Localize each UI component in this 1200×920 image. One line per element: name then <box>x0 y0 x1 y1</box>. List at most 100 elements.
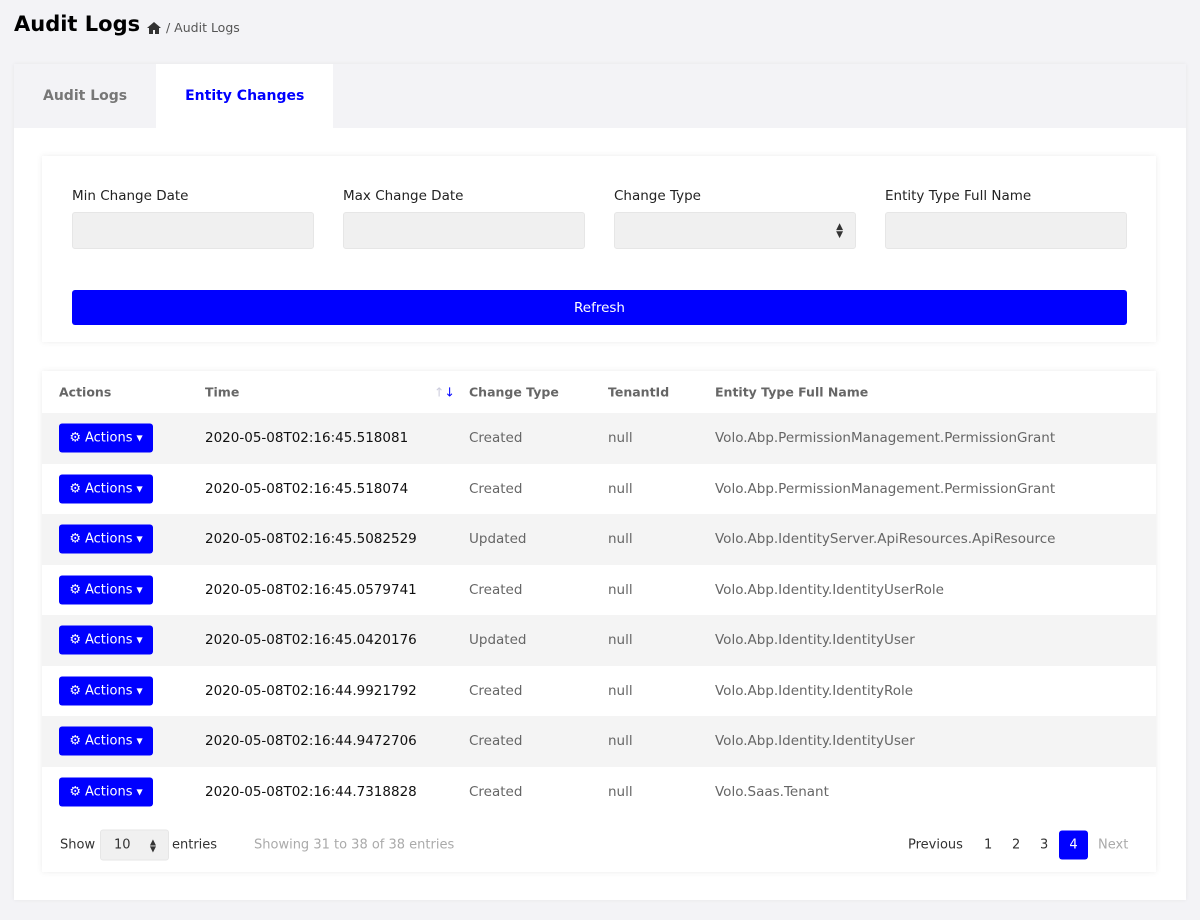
cell-entity-type: Volo.Abp.Identity.IdentityRole <box>715 682 914 699</box>
header-time[interactable]: Time <box>205 384 240 400</box>
max-date-input[interactable] <box>343 212 585 249</box>
cell-entity-type: Volo.Abp.IdentityServer.ApiResources.Api… <box>715 531 1056 548</box>
cell-tenant-id: null <box>608 783 633 800</box>
actions-dropdown-button[interactable]: ⚙ Actions ▼ <box>59 575 153 605</box>
table-row: ⚙ Actions ▼ 2020-05-08T02:16:45.0579741 Cr… <box>42 565 1156 616</box>
page-4-button[interactable]: 4 <box>1059 830 1088 859</box>
tab-entity-changes[interactable]: Entity Changes <box>156 64 334 128</box>
actions-dropdown-button[interactable]: ⚙ Actions ▼ <box>59 625 153 655</box>
entity-type-label: Entity Type Full Name <box>885 188 1032 204</box>
cell-change-type: Created <box>469 581 523 598</box>
entity-changes-table: Actions Time ↑↓ Change Type TenantId Ent… <box>42 371 1156 872</box>
breadcrumb-current: / Audit Logs <box>166 20 240 35</box>
cell-change-type: Created <box>469 430 523 447</box>
change-type-label: Change Type <box>614 188 701 204</box>
select-arrows-icon: ▲ ▼ <box>836 222 843 240</box>
caret-down-icon: ▼ <box>136 484 143 494</box>
tab-audit-logs[interactable]: Audit Logs <box>43 88 128 104</box>
cell-tenant-id: null <box>608 430 633 447</box>
caret-down-icon: ▼ <box>136 635 143 645</box>
header-tenant-id[interactable]: TenantId <box>608 384 670 400</box>
table-body: ⚙ Actions ▼ 2020-05-08T02:16:45.518081 Cre… <box>42 413 1156 817</box>
gear-icon: ⚙ <box>69 632 81 648</box>
cell-tenant-id: null <box>608 632 633 649</box>
refresh-button[interactable]: Refresh <box>72 290 1127 325</box>
sort-icon[interactable]: ↑↓ <box>434 384 455 400</box>
cell-tenant-id: null <box>608 733 633 750</box>
caret-down-icon: ▼ <box>136 736 143 746</box>
cell-entity-type: Volo.Abp.PermissionManagement.Permission… <box>715 480 1056 497</box>
page-size-value: 10 <box>114 837 131 852</box>
cell-change-type: Updated <box>469 632 527 649</box>
table-header: Actions Time ↑↓ Change Type TenantId Ent… <box>42 371 1156 413</box>
actions-dropdown-button[interactable]: ⚙ Actions ▼ <box>59 423 153 453</box>
cell-change-type: Created <box>469 783 523 800</box>
gear-icon: ⚙ <box>69 733 81 749</box>
table-row: ⚙ Actions ▼ 2020-05-08T02:16:44.9921792 Cr… <box>42 666 1156 717</box>
page-1-button[interactable]: 1 <box>984 837 993 852</box>
gear-icon: ⚙ <box>69 582 81 598</box>
gear-icon: ⚙ <box>69 531 81 547</box>
next-page-button[interactable]: Next <box>1098 837 1129 852</box>
entity-type-input[interactable] <box>885 212 1127 249</box>
cell-time: 2020-05-08T02:16:44.9921792 <box>205 682 417 699</box>
filter-panel: Min Change Date Max Change Date Change T… <box>42 156 1156 342</box>
cell-time: 2020-05-08T02:16:44.9472706 <box>205 733 417 750</box>
header-entity-type[interactable]: Entity Type Full Name <box>715 384 869 400</box>
entries-info: Showing 31 to 38 of 38 entries <box>254 837 455 852</box>
actions-label: Actions <box>85 733 133 749</box>
actions-dropdown-button[interactable]: ⚙ Actions ▼ <box>59 474 153 504</box>
entries-label: entries <box>172 837 218 852</box>
cell-time: 2020-05-08T02:16:45.0420176 <box>205 632 417 649</box>
table-row: ⚙ Actions ▼ 2020-05-08T02:16:45.518081 Cre… <box>42 413 1156 464</box>
caret-down-icon: ▼ <box>136 585 143 595</box>
cell-entity-type: Volo.Abp.Identity.IdentityUserRole <box>715 581 944 598</box>
main-card: Audit Logs Entity Changes Min Change Dat… <box>14 64 1186 900</box>
gear-icon: ⚙ <box>69 430 81 446</box>
breadcrumb: / Audit Logs <box>147 20 240 35</box>
gear-icon: ⚙ <box>69 784 81 800</box>
actions-label: Actions <box>85 531 133 547</box>
actions-label: Actions <box>85 632 133 648</box>
cell-tenant-id: null <box>608 581 633 598</box>
actions-label: Actions <box>85 430 133 446</box>
table-footer: Show 10 ▲ ▼ entries Showing 31 to 38 of 38… <box>42 817 1156 872</box>
actions-label: Actions <box>85 683 133 699</box>
caret-down-icon: ▼ <box>136 686 143 696</box>
cell-tenant-id: null <box>608 480 633 497</box>
cell-entity-type: Volo.Abp.PermissionManagement.Permission… <box>715 430 1056 447</box>
cell-entity-type: Volo.Abp.Identity.IdentityUser <box>715 733 915 750</box>
actions-dropdown-button[interactable]: ⚙ Actions ▼ <box>59 726 153 756</box>
gear-icon: ⚙ <box>69 481 81 497</box>
show-label: Show <box>60 837 96 852</box>
actions-dropdown-button[interactable]: ⚙ Actions ▼ <box>59 676 153 706</box>
cell-tenant-id: null <box>608 531 633 548</box>
table-row: ⚙ Actions ▼ 2020-05-08T02:16:44.9472706 Cr… <box>42 716 1156 767</box>
cell-change-type: Updated <box>469 531 527 548</box>
actions-label: Actions <box>85 481 133 497</box>
table-row: ⚙ Actions ▼ 2020-05-08T02:16:45.518074 Cre… <box>42 464 1156 515</box>
previous-page-button[interactable]: Previous <box>908 837 963 852</box>
cell-time: 2020-05-08T02:16:45.5082529 <box>205 531 417 548</box>
table-row: ⚙ Actions ▼ 2020-05-08T02:16:45.0420176 Up… <box>42 615 1156 666</box>
min-date-label: Min Change Date <box>72 188 189 204</box>
actions-dropdown-button[interactable]: ⚙ Actions ▼ <box>59 777 153 807</box>
select-arrows-icon: ▲ ▼ <box>149 837 156 853</box>
page-title: Audit Logs <box>14 12 141 36</box>
cell-change-type: Created <box>469 733 523 750</box>
actions-label: Actions <box>85 784 133 800</box>
cell-entity-type: Volo.Abp.Identity.IdentityUser <box>715 632 915 649</box>
page-size-select[interactable]: 10 ▲ ▼ <box>100 829 169 860</box>
caret-down-icon: ▼ <box>136 787 143 797</box>
page-2-button[interactable]: 2 <box>1012 837 1021 852</box>
change-type-select[interactable]: ▲ ▼ <box>614 212 856 249</box>
min-date-input[interactable] <box>72 212 314 249</box>
page-3-button[interactable]: 3 <box>1040 837 1049 852</box>
actions-label: Actions <box>85 582 133 598</box>
cell-time: 2020-05-08T02:16:45.0579741 <box>205 581 417 598</box>
home-icon[interactable] <box>147 21 161 34</box>
header-change-type[interactable]: Change Type <box>469 384 559 400</box>
cell-time: 2020-05-08T02:16:45.518074 <box>205 480 409 497</box>
actions-dropdown-button[interactable]: ⚙ Actions ▼ <box>59 524 153 554</box>
max-date-label: Max Change Date <box>343 188 464 204</box>
